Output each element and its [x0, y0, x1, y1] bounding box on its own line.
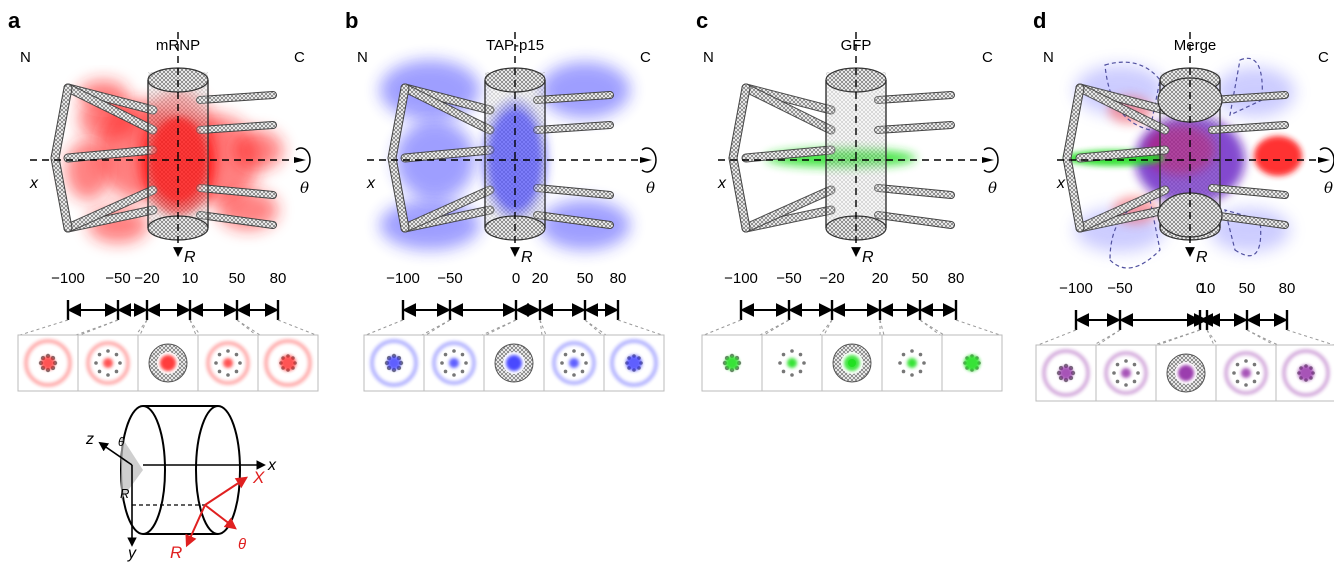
cross-section-thumb [1155, 344, 1217, 402]
cross-section-thumb [423, 334, 485, 392]
c-label: C [294, 49, 305, 66]
cross-section-thumb [363, 334, 425, 392]
cross-section-thumb [821, 334, 883, 392]
sketch-theta-small: θ [118, 435, 125, 449]
tick-label: 0 [512, 270, 520, 287]
x-axis-label: x [29, 175, 39, 192]
tick-label: 80 [610, 270, 627, 287]
tick-label: 10 [182, 270, 199, 287]
axes: x Rθ [717, 32, 999, 266]
cross-section-thumb [483, 334, 545, 392]
cross-section-thumb [1035, 344, 1097, 402]
cross-section-thumb [543, 334, 605, 392]
tick-label: 50 [577, 270, 594, 287]
r-axis-label: R [1196, 249, 1208, 266]
tick-label: −50 [1107, 280, 1132, 297]
cross-sections [17, 319, 319, 392]
axes: x Rθ [1056, 32, 1334, 266]
npc-structure [50, 67, 277, 241]
tick-label: 80 [1279, 280, 1296, 297]
sketch-x-label: x [267, 457, 277, 474]
sketch-y-label: y [127, 545, 137, 562]
tick-label: −100 [51, 270, 85, 287]
axes: x Rθ [29, 32, 311, 266]
cross-section-thumb [941, 334, 1003, 392]
cross-section-thumb [137, 334, 199, 392]
theta-label: θ [1324, 179, 1333, 197]
n-label: N [1043, 49, 1054, 66]
tick-label: −100 [724, 270, 758, 287]
theta-label: θ [646, 179, 655, 197]
panel-letter: b [345, 8, 358, 33]
cross-section-thumb [603, 334, 665, 392]
r-axis-label: R [184, 249, 196, 266]
tick-label: −50 [437, 270, 462, 287]
c-label: C [1318, 49, 1329, 66]
panel-letter: c [696, 8, 708, 33]
panel-letter: a [8, 8, 21, 33]
theta-label: θ [988, 179, 997, 197]
tick-label: −20 [134, 270, 159, 287]
tick-label: −100 [386, 270, 420, 287]
coordinate-sketch: z x y θ R X R θ [85, 405, 277, 562]
tick-label: 20 [872, 270, 889, 287]
tick-label: 80 [270, 270, 287, 287]
cross-section-thumb [197, 334, 259, 392]
r-axis-label: R [862, 249, 874, 266]
axes: x Rθ [366, 32, 657, 266]
cross-section-thumb [257, 334, 319, 392]
cross-section-thumb [761, 334, 823, 392]
tick-label: 0 [1196, 280, 1204, 297]
npc-structure [728, 67, 955, 241]
panel-d: d Merge N Cx Rθ −100 −50 010 50 80 [1033, 8, 1334, 402]
c-label: C [982, 49, 993, 66]
tick-label: 50 [1239, 280, 1256, 297]
cross-section-thumb [701, 334, 763, 392]
panel-title: Merge [1174, 37, 1217, 54]
sketch-r-small: R [120, 486, 129, 501]
r-axis-label: R [521, 249, 533, 266]
tick-label: 50 [229, 270, 246, 287]
cross-sections [363, 319, 665, 392]
sketch-z-label: z [85, 431, 94, 448]
position-scale: −100 −50 −20 20 50 80 [724, 270, 964, 320]
n-label: N [20, 49, 31, 66]
theta-label: θ [300, 179, 309, 197]
position-scale: −100 −50 0 20 50 80 [386, 270, 626, 320]
sketch-X-red: X [252, 468, 265, 487]
cross-section-thumb [1275, 344, 1334, 402]
c-label: C [640, 49, 651, 66]
tick-label: 20 [532, 270, 549, 287]
tick-label: 80 [948, 270, 965, 287]
n-label: N [357, 49, 368, 66]
x-axis-label: x [1056, 175, 1066, 192]
cross-section-thumb [77, 334, 139, 392]
cross-section-thumb [1095, 344, 1157, 402]
position-scale: −100 −50 010 50 80 [1059, 280, 1295, 330]
tick-label: −100 [1059, 280, 1093, 297]
position-scale: −100 −50 −20 10 50 80 [51, 270, 286, 320]
cross-section-thumb [1215, 344, 1277, 402]
sketch-theta-red: θ [238, 536, 246, 553]
sketch-R-red: R [170, 543, 182, 562]
cross-section-thumb [17, 334, 79, 392]
tick-label: −20 [819, 270, 844, 287]
cross-sections [701, 319, 1003, 392]
cross-sections [1035, 329, 1334, 402]
tick-label: 10 [1199, 280, 1216, 297]
tick-label: −50 [776, 270, 801, 287]
tick-label: −50 [105, 270, 130, 287]
cross-section-thumb [881, 334, 943, 392]
tick-label: 50 [912, 270, 929, 287]
panel-letter: d [1033, 8, 1046, 33]
x-axis-label: x [717, 175, 727, 192]
x-axis-label: x [366, 175, 376, 192]
n-label: N [703, 49, 714, 66]
